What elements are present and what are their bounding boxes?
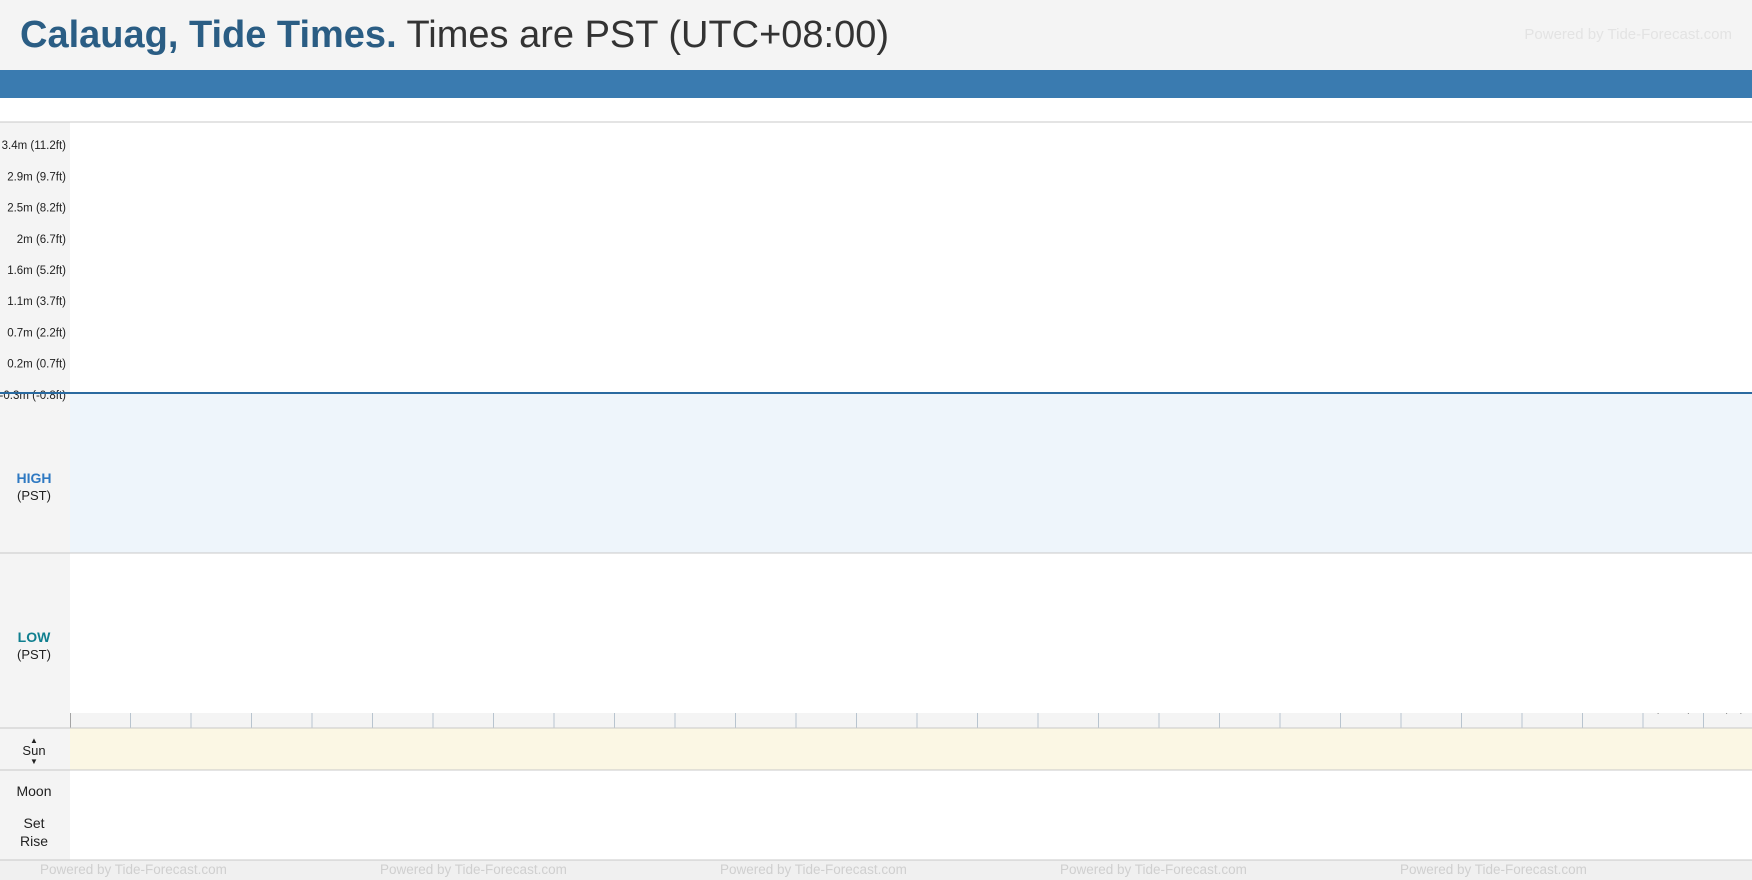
y-axis-label: 1.6m (5.2ft) [7,265,66,277]
date-header-bar [0,70,1752,98]
moon-row-bg [70,770,1752,860]
powered-by-footer: Powered by Tide-Forecast.com [1060,862,1247,877]
y-axis-label: -0.3m (-0.8ft) [0,390,66,402]
y-axis-label: 0.7m (2.2ft) [7,327,66,339]
moonrise-label: Rise [20,833,48,849]
sunrise-arrow-icon: ▲ [30,736,38,745]
y-axis-label: 0.2m (0.7ft) [7,359,66,371]
page-title: Calauag, Tide Times. Times are PST (UTC+… [20,10,889,60]
low-label: LOW [18,629,51,645]
location-name: Calauag, Tide Times. [20,14,397,56]
chart-background [70,122,1752,393]
sunset-arrow-icon: ▼ [30,757,38,766]
sun-row-bg [70,728,1752,770]
y-axis-label: 3.4m (11.2ft) [2,140,67,152]
y-axis-label: 1.1m (3.7ft) [7,296,66,308]
high-timezone-label: (PST) [17,488,51,503]
y-axis-label: 2m (6.7ft) [17,234,66,246]
powered-by-footer: Powered by Tide-Forecast.com [40,862,227,877]
low-timezone-label: (PST) [17,647,51,662]
y-axis-label: 2.5m (8.2ft) [7,203,66,215]
moonset-label: Set [23,815,44,831]
powered-by-footer: Powered by Tide-Forecast.com [720,862,907,877]
powered-by-footer: Powered by Tide-Forecast.com [1400,862,1587,877]
sun-label: Sun [22,743,45,758]
moon-label: Moon [16,783,51,799]
powered-by-footer: Powered by Tide-Forecast.com [380,862,567,877]
powered-by-watermark: Powered by Tide-Forecast.com [1524,26,1732,43]
high-row-bg [70,393,1752,553]
y-axis-label: 2.9m (9.7ft) [7,171,66,183]
high-label: HIGH [17,470,52,486]
timezone-note: Times are PST (UTC+08:00) [406,14,890,56]
weekday-row [0,98,1752,122]
footer-bar [0,860,1752,880]
low-row-bg [70,553,1752,713]
